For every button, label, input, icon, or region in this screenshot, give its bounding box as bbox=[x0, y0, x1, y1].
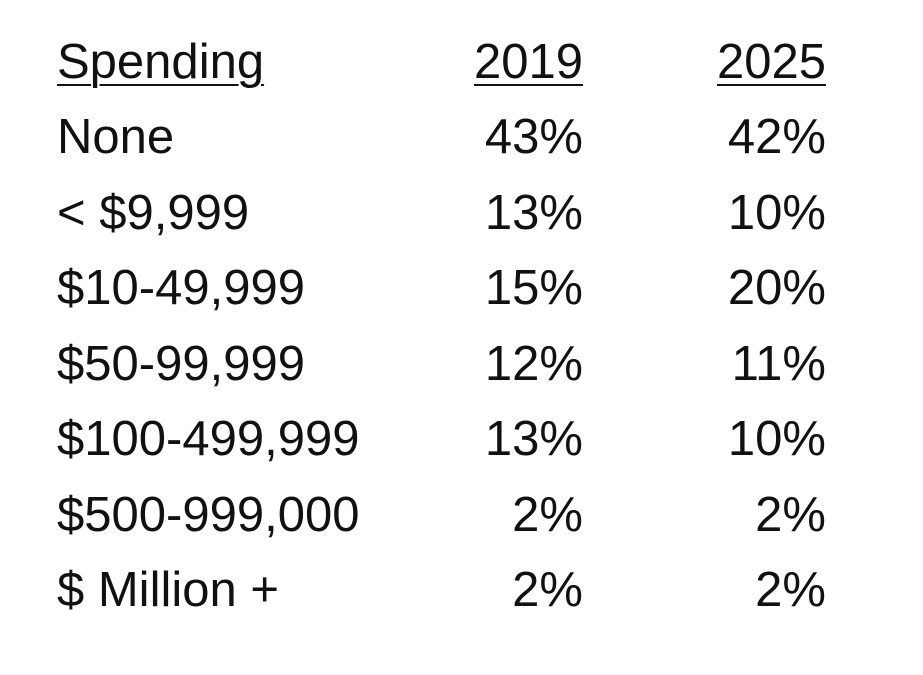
row-label: $ Million + bbox=[57, 563, 279, 617]
row-value: 42% bbox=[727, 110, 826, 164]
row-label: < $9,999 bbox=[57, 185, 250, 240]
row-value: 2% bbox=[512, 487, 583, 542]
row-value: 20% bbox=[727, 261, 826, 315]
row-value: 2% bbox=[512, 563, 583, 617]
row-value: 13% bbox=[484, 412, 583, 466]
row-value: 13% bbox=[484, 185, 583, 240]
row-value: 15% bbox=[484, 261, 583, 315]
header-cell: 2025 bbox=[716, 35, 826, 89]
row-label: $500-999,000 bbox=[57, 487, 360, 542]
header-cell: 2019 bbox=[473, 35, 583, 89]
row-label: $50-99,999 bbox=[57, 336, 305, 391]
row-value: 10% bbox=[727, 412, 826, 466]
row-label: None bbox=[57, 110, 175, 164]
row-value: 2% bbox=[755, 563, 826, 617]
row-label: $100-499,999 bbox=[57, 412, 360, 466]
row-value: 10% bbox=[727, 185, 826, 240]
row-value: 12% bbox=[484, 336, 583, 391]
header-cell: Spending bbox=[57, 35, 265, 89]
row-value: 43% bbox=[484, 110, 583, 164]
row-value: 2% bbox=[755, 487, 826, 542]
row-value: 11% bbox=[731, 336, 826, 391]
row-label: $10-49,999 bbox=[57, 261, 305, 315]
